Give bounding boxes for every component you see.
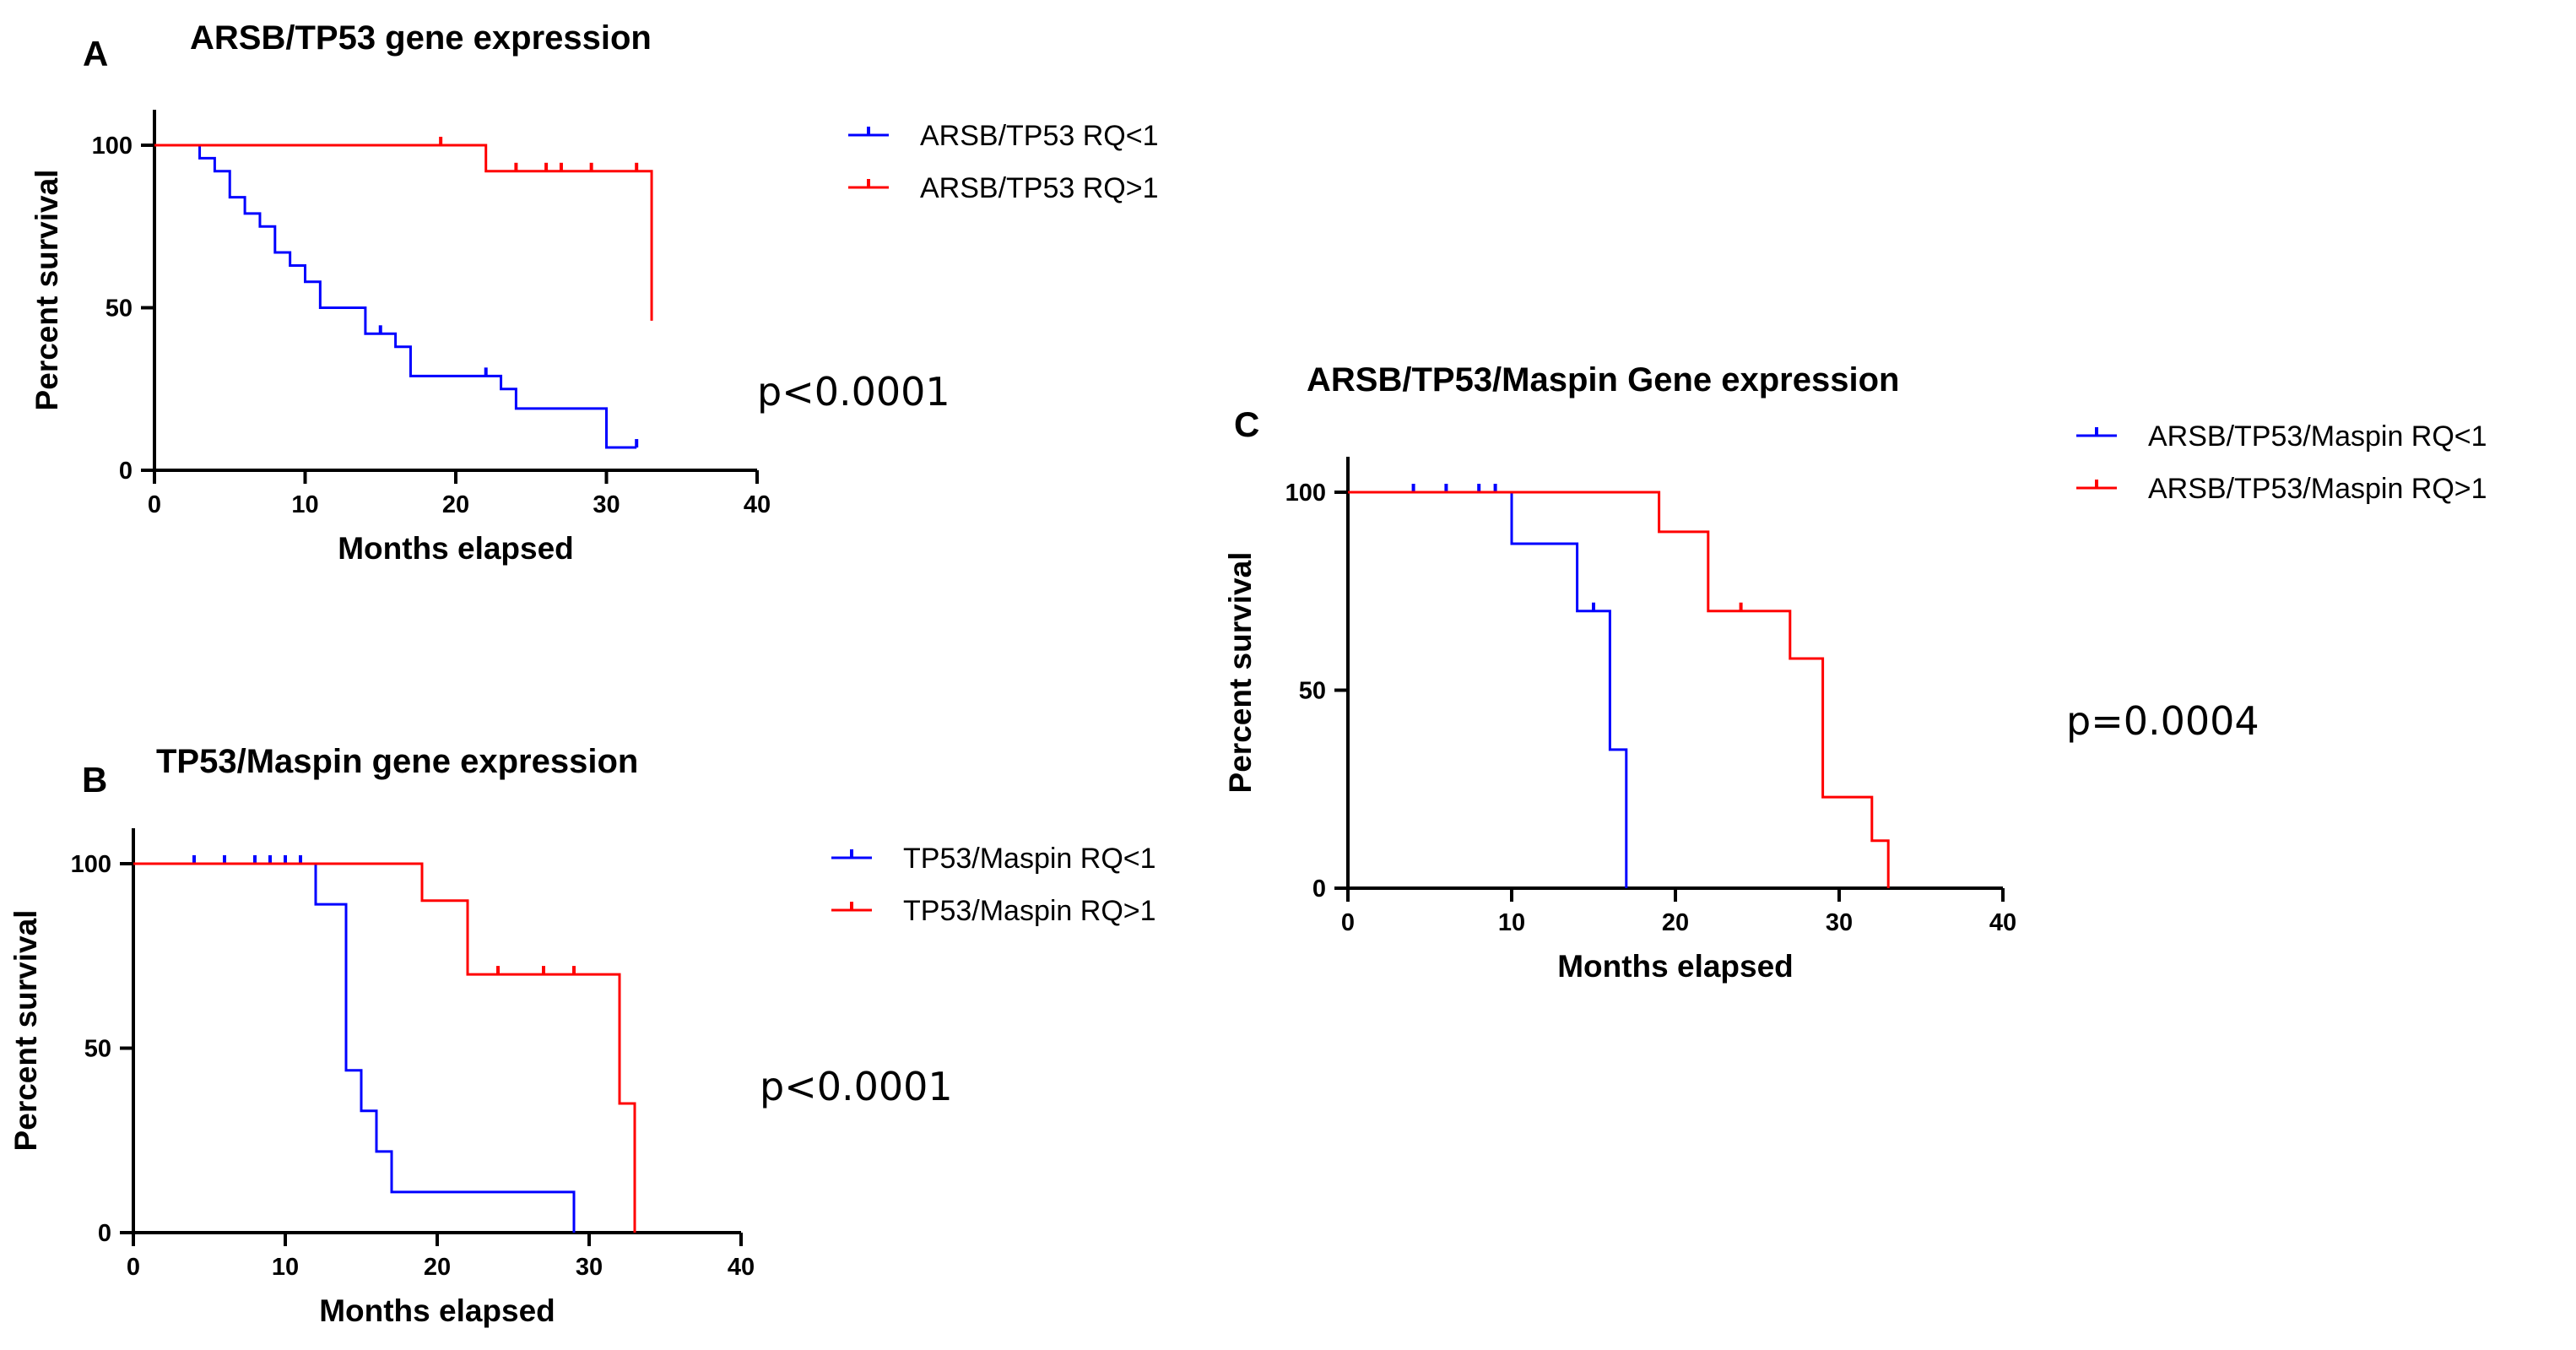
panel-b-y-label: Percent survival: [8, 910, 43, 1152]
panel-c-series-high-legend-label: ARSB/TP53/Maspin RQ>1: [2148, 473, 2487, 505]
panel-b: B TP53/Maspin gene expression 0 10 20 30 40 0 50…: [8, 743, 1156, 1328]
panel-a-x-tick-label: 30: [593, 491, 620, 518]
panel-a-series-low-line: [154, 144, 637, 449]
panel-a-y-tick-label: 50: [106, 295, 133, 323]
panel-c-p-value: p=0.0004: [2066, 698, 2259, 744]
panel-b-x-tick-label: 20: [424, 1254, 451, 1281]
panel-a-series-high-line: [154, 144, 653, 321]
panel-b-y-tick-label: 0: [98, 1220, 111, 1247]
panel-b-series-high-legend-label: TP53/Maspin RQ>1: [903, 895, 1156, 927]
panel-c-letter: C: [1234, 404, 1259, 444]
panel-c-series-low-line: [1348, 491, 1628, 888]
panel-b-x-tick-label: 30: [576, 1254, 603, 1281]
panel-b-x-tick-label: 40: [728, 1254, 755, 1281]
panel-a-title: ARSB/TP53 gene expression: [190, 19, 652, 57]
panel-b-x-tick-label: 0: [127, 1254, 140, 1281]
panel-a-series-high-legend-label: ARSB/TP53 RQ>1: [920, 172, 1159, 204]
panel-b-series-low-line: [133, 862, 576, 1233]
panel-b-title: TP53/Maspin gene expression: [156, 743, 638, 780]
panel-b-y-tick-label: 50: [84, 1036, 111, 1063]
panel-c-x-tick-label: 40: [1989, 909, 2016, 936]
panel-b-series-high-line: [133, 862, 636, 1233]
panel-a-x-tick-label: 40: [744, 491, 771, 518]
panel-b-p-value: p<0.0001: [760, 1064, 953, 1109]
panel-c-x-tick-label: 30: [1826, 909, 1853, 936]
panel-a: A ARSB/TP53 gene expression 0 10 20 30 40 0 50 10…: [30, 19, 1159, 566]
panel-a-letter: A: [83, 34, 108, 73]
panel-a-y-tick-label: 100: [92, 133, 133, 160]
panel-c-x-tick-label: 0: [1341, 909, 1355, 936]
panel-c: C ARSB/TP53/Maspin Gene expression 0 10 20 30…: [1223, 361, 2487, 984]
panel-c-x-tick-label: 10: [1498, 909, 1525, 936]
panel-a-x-tick-label: 20: [442, 491, 469, 518]
panel-a-y-tick-label: 0: [119, 458, 133, 485]
panel-b-x-tick-label: 10: [272, 1254, 299, 1281]
panel-c-title: ARSB/TP53/Maspin Gene expression: [1307, 361, 1899, 398]
panel-b-letter: B: [82, 760, 107, 800]
panel-a-x-label: Months elapsed: [338, 531, 574, 566]
panel-a-p-value: p<0.0001: [757, 369, 950, 415]
panel-c-x-label: Months elapsed: [1557, 949, 1794, 984]
panel-c-y-tick-label: 100: [1285, 480, 1326, 507]
panel-c-x-tick-label: 20: [1662, 909, 1689, 936]
panel-a-x-tick-label: 0: [148, 491, 161, 518]
panel-c-y-tick-label: 50: [1299, 678, 1326, 705]
panel-c-y-label: Percent survival: [1223, 552, 1258, 794]
panel-c-y-tick-label: 0: [1312, 876, 1326, 903]
panel-a-x-tick-label: 10: [291, 491, 318, 518]
panel-b-y-tick-label: 100: [71, 851, 111, 878]
panel-a-series-low-legend-label: ARSB/TP53 RQ<1: [920, 120, 1159, 152]
panel-a-y-label: Percent survival: [30, 170, 64, 411]
panel-b-x-label: Months elapsed: [319, 1293, 555, 1328]
panel-b-series-low-legend-label: TP53/Maspin RQ<1: [903, 843, 1156, 875]
panel-c-series-high-line: [1348, 491, 1890, 888]
panel-c-series-low-legend-label: ARSB/TP53/Maspin RQ<1: [2148, 420, 2487, 453]
